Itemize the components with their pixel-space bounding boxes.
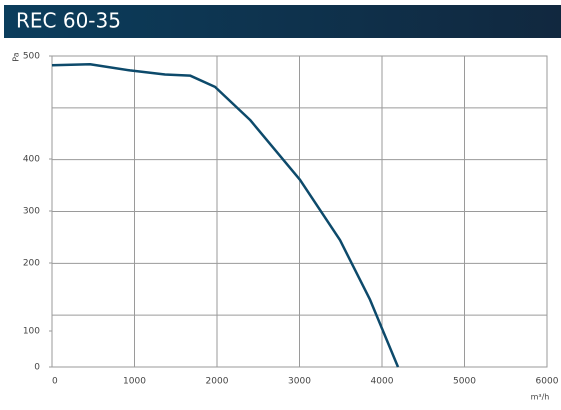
title-bar <box>4 5 561 38</box>
y-tick-label: 400 <box>23 155 40 165</box>
x-tick-label: 0 <box>52 377 58 387</box>
x-tick-label: 4000 <box>371 377 394 387</box>
x-tick-label: 3000 <box>288 377 311 387</box>
y-tick-label: 100 <box>23 327 40 337</box>
chart-title: REC 60-35 <box>16 9 121 33</box>
x-tick-label: 2000 <box>206 377 229 387</box>
x-tick-label: 6000 <box>536 377 559 387</box>
series-line <box>51 62 400 368</box>
x-tick-label: 5000 <box>453 377 476 387</box>
y-axis-label: Pa <box>12 52 21 61</box>
y-tick-label: 0 <box>34 363 40 373</box>
y-tick-label: 200 <box>23 259 40 269</box>
x-axis-label: m³/h <box>531 393 550 402</box>
x-tick-label: 1000 <box>123 377 146 387</box>
y-tick-label: 500 <box>23 52 40 62</box>
y-tick-label: 300 <box>23 207 40 217</box>
